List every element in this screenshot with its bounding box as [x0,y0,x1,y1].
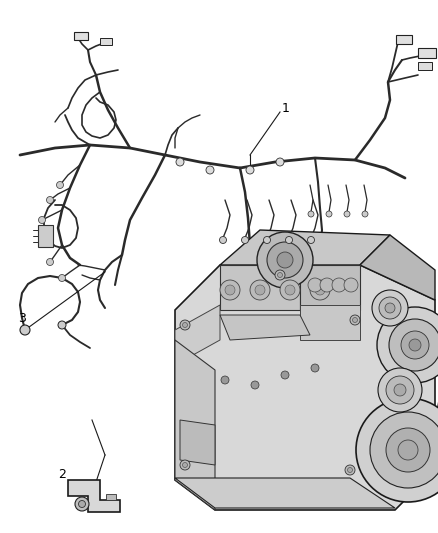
Circle shape [180,460,190,470]
Circle shape [275,270,285,280]
Circle shape [57,182,64,189]
Circle shape [277,252,293,268]
Circle shape [255,285,265,295]
Circle shape [250,280,270,300]
Polygon shape [360,235,435,300]
Circle shape [370,412,438,488]
Bar [74,32,88,40]
Polygon shape [175,265,435,510]
Circle shape [362,211,368,217]
Polygon shape [175,478,395,508]
Polygon shape [300,305,360,340]
Bar [100,38,112,45]
Circle shape [251,381,259,389]
Polygon shape [220,315,310,340]
Circle shape [276,158,284,166]
Circle shape [344,278,358,292]
Circle shape [394,384,406,396]
Circle shape [267,242,303,278]
Circle shape [372,290,408,326]
Circle shape [58,321,66,329]
Circle shape [378,368,422,412]
Circle shape [308,211,314,217]
Circle shape [39,216,46,223]
Circle shape [20,325,30,335]
Circle shape [356,398,438,502]
Circle shape [385,303,395,313]
Circle shape [353,318,357,322]
Circle shape [264,237,271,244]
Circle shape [332,278,346,292]
Circle shape [285,285,295,295]
Text: 2: 2 [58,469,66,481]
Circle shape [180,320,190,330]
Polygon shape [68,480,120,512]
Circle shape [345,465,355,475]
Circle shape [278,272,283,278]
Circle shape [220,280,240,300]
Circle shape [176,158,184,166]
Circle shape [311,364,319,372]
Circle shape [344,211,350,217]
Circle shape [389,319,438,371]
Circle shape [46,197,53,204]
Text: 3: 3 [18,311,26,325]
Circle shape [183,322,187,327]
Circle shape [46,259,53,265]
Circle shape [257,232,313,288]
Polygon shape [175,340,215,510]
Circle shape [281,371,289,379]
Polygon shape [220,230,390,265]
Circle shape [315,285,325,295]
Circle shape [225,285,235,295]
Circle shape [286,237,293,244]
Circle shape [379,297,401,319]
Circle shape [320,278,334,292]
Polygon shape [175,305,220,365]
Circle shape [326,211,332,217]
Circle shape [75,497,89,511]
Bar [418,62,432,70]
Circle shape [241,237,248,244]
Circle shape [310,280,330,300]
Polygon shape [180,420,215,465]
Circle shape [280,280,300,300]
Polygon shape [220,265,300,310]
Circle shape [347,467,353,472]
Circle shape [409,339,421,351]
Circle shape [206,166,214,174]
Circle shape [59,274,66,281]
Circle shape [398,440,418,460]
Bar [418,48,436,58]
Circle shape [308,278,322,292]
Circle shape [307,237,314,244]
Circle shape [350,315,360,325]
Bar [396,35,412,44]
Circle shape [183,463,187,467]
Circle shape [386,428,430,472]
Circle shape [386,376,414,404]
Circle shape [221,376,229,384]
Text: 1: 1 [282,101,290,115]
Circle shape [78,500,85,507]
Bar [38,225,53,247]
Circle shape [246,166,254,174]
Circle shape [401,331,429,359]
Polygon shape [300,265,360,310]
Circle shape [219,237,226,244]
Circle shape [377,307,438,383]
Bar [106,494,116,500]
